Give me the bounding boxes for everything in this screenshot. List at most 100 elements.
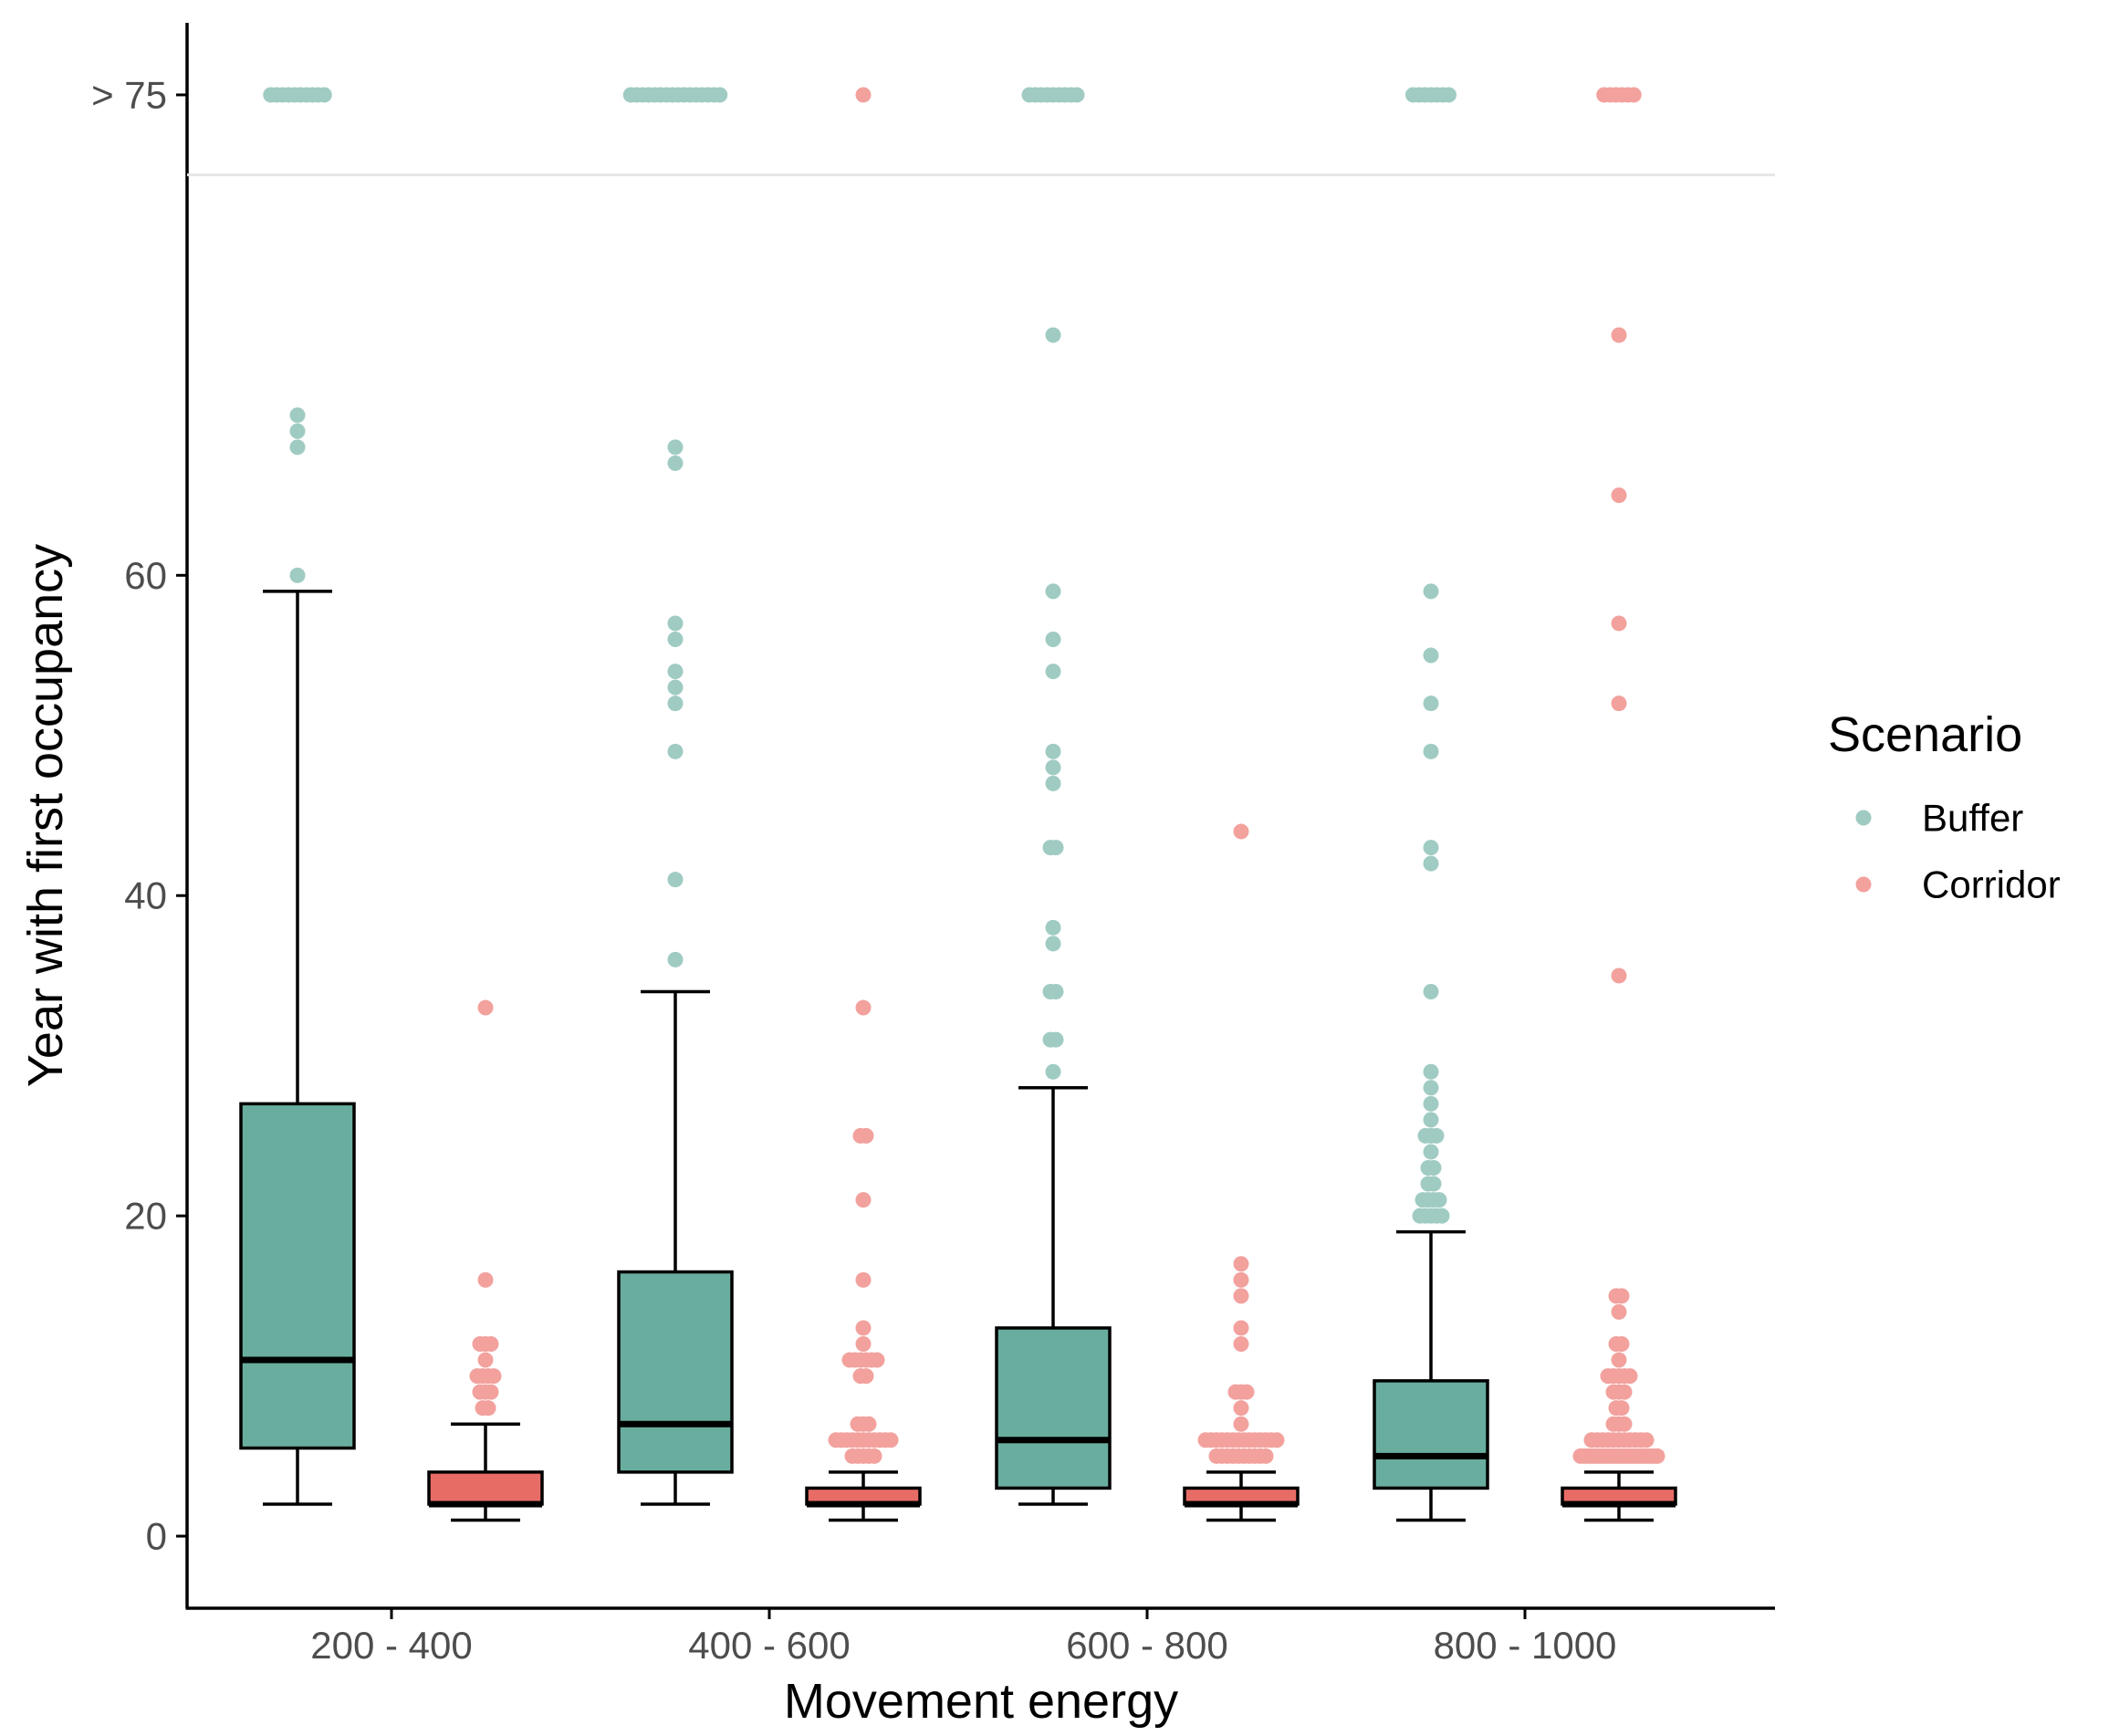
x-tick-label: 600 - 800 (1066, 1624, 1227, 1667)
outlier-point (1431, 1192, 1447, 1208)
outlier-point (667, 664, 684, 680)
outlier-point (477, 1352, 494, 1368)
outlier-point (1258, 1448, 1274, 1464)
y-tick-label: 20 (124, 1195, 167, 1238)
outlier-point (1611, 1352, 1627, 1368)
box-iqr (427, 1470, 544, 1506)
outlier-point (1423, 1144, 1439, 1160)
outlier-point (1611, 487, 1627, 504)
legend-key-corridor (1855, 876, 1872, 893)
x-axis-title: Movement energy (784, 1674, 1178, 1729)
outlier-point (1423, 984, 1439, 999)
box-iqr (995, 1326, 1112, 1490)
outlier-point (485, 1368, 502, 1385)
y-tick-label-overflow: > 75 (91, 73, 167, 116)
overflow-point (1441, 87, 1456, 103)
overflow-point (1069, 87, 1085, 103)
box-buffer-0 (239, 87, 356, 1506)
outlier-point (1423, 840, 1439, 856)
outlier-point (1611, 615, 1627, 632)
outlier-point (858, 1127, 874, 1144)
outlier-point (1238, 1384, 1255, 1400)
legend-title: Scenario (1828, 707, 2022, 762)
outlier-point (1045, 743, 1061, 759)
outlier-point (861, 1416, 877, 1432)
box-iqr (1373, 1379, 1489, 1490)
outlier-point (1622, 1368, 1638, 1385)
outlier-point (1233, 1271, 1249, 1288)
legend: Scenario Buffer Corridor (1828, 707, 2061, 906)
y-tick-label: 0 (146, 1515, 167, 1558)
overflow-point (712, 87, 728, 103)
box-buffer-3 (1373, 87, 1489, 1522)
box-iqr (617, 1270, 734, 1474)
outlier-point (480, 1400, 496, 1417)
outlier-point (1613, 1400, 1630, 1417)
outlier-point (855, 1271, 872, 1288)
outlier-point (1423, 695, 1439, 712)
outlier-point (477, 999, 494, 1016)
outlier-point (289, 439, 306, 455)
outlier-point (1425, 1176, 1442, 1192)
outlier-point (1611, 327, 1627, 343)
outlier-point (1423, 1112, 1439, 1128)
outlier-point (667, 951, 684, 967)
outlier-point (1233, 1400, 1249, 1417)
outlier-point (1611, 1303, 1627, 1320)
outlier-point (1423, 1095, 1439, 1112)
outlier-point (1045, 632, 1061, 647)
plot-area (239, 87, 1677, 1522)
outlier-point (1638, 1432, 1655, 1448)
outlier-point (1423, 583, 1439, 600)
outlier-point (1434, 1208, 1450, 1224)
outlier-point (289, 423, 306, 439)
box-buffer-1 (617, 87, 734, 1506)
outlier-point (1045, 919, 1061, 936)
outlier-point (667, 632, 684, 647)
x-tick-label: 400 - 600 (688, 1624, 850, 1667)
axes: > 75 0 20 40 60 200 - 400 400 - 600 600 - 800 8… (91, 23, 1775, 1667)
outlier-point (869, 1352, 885, 1368)
outlier-point (855, 999, 872, 1016)
outlier-point (1045, 327, 1061, 343)
outlier-point (483, 1336, 499, 1352)
outlier-point (1233, 1320, 1249, 1336)
outlier-point (1616, 1384, 1633, 1400)
outlier-point (1428, 1127, 1445, 1144)
outlier-point (882, 1432, 899, 1448)
y-axis-title: Year with first occupancy (18, 544, 73, 1087)
outlier-point (1616, 1416, 1633, 1432)
box-corridor-2 (1183, 823, 1300, 1522)
outlier-point (1423, 1063, 1439, 1080)
outlier-point (1045, 775, 1061, 791)
outlier-point (1423, 743, 1439, 759)
outlier-point (289, 567, 306, 583)
outlier-point (1233, 823, 1249, 840)
outlier-point (667, 615, 684, 632)
legend-label-buffer: Buffer (1922, 797, 2023, 840)
outlier-point (1423, 647, 1439, 664)
outlier-point (855, 1320, 872, 1336)
outlier-point (1269, 1432, 1285, 1448)
legend-label-corridor: Corridor (1922, 863, 2061, 906)
outlier-point (1233, 1336, 1249, 1352)
outlier-point (667, 743, 684, 759)
overflow-point (316, 87, 332, 103)
x-tick-label: 200 - 400 (310, 1624, 472, 1667)
legend-key-buffer (1855, 810, 1872, 826)
outlier-point (667, 695, 684, 712)
box-corridor-1 (805, 87, 922, 1522)
outlier-point (1048, 840, 1064, 856)
outlier-point (477, 1271, 494, 1288)
outlier-point (1045, 1063, 1061, 1080)
outlier-point (667, 872, 684, 888)
outlier-point (1048, 984, 1064, 999)
outlier-point (1611, 967, 1627, 984)
box-buffer-2 (995, 87, 1112, 1506)
outlier-point (1613, 1288, 1630, 1304)
y-tick-label: 40 (124, 874, 167, 917)
outlier-point (1048, 1031, 1064, 1048)
box-corridor-0 (427, 999, 544, 1522)
outlier-point (866, 1448, 882, 1464)
outlier-point (667, 679, 684, 695)
